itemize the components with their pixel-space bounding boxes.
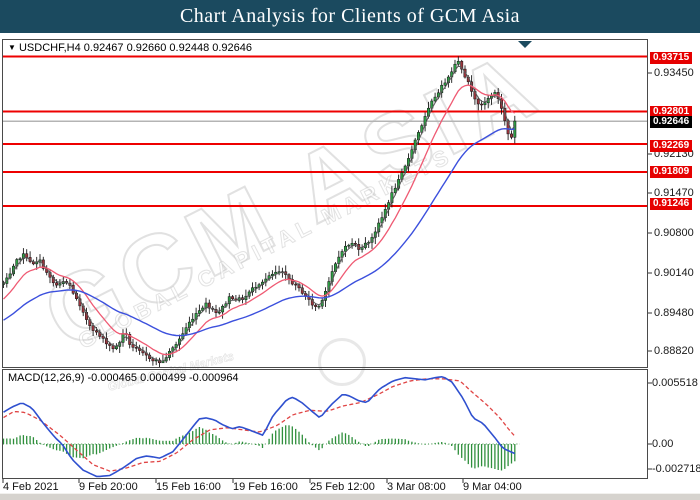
macd-label: MACD(12,26,9) -0.000465 0.000499 -0.0009… bbox=[8, 372, 239, 384]
time-axis-label: 3 Mar 08:00 bbox=[387, 481, 446, 493]
time-axis-label: 25 Feb 12:00 bbox=[310, 481, 375, 493]
macd-axis-label: 0.005518 bbox=[652, 377, 698, 389]
macd-axis-label: -0.002718 bbox=[652, 463, 700, 475]
time-axis-label: 4 Feb 2021 bbox=[3, 481, 59, 493]
price-axis-label: 0.90140 bbox=[654, 267, 694, 279]
time-axis-label: 9 Feb 20:00 bbox=[79, 481, 138, 493]
ohlc-values: 0.92467 0.92660 0.92448 0.92646 bbox=[83, 42, 252, 54]
level-price-tag: 0.93715 bbox=[650, 52, 693, 64]
title-bar: Chart Analysis for Clients of GCM Asia bbox=[0, 0, 700, 33]
status-strip bbox=[0, 493, 700, 500]
current-price-tag: 0.92646 bbox=[650, 116, 693, 128]
symbol-ohlc-header: ▼ USDCHF,H4 0.92467 0.92660 0.92448 0.92… bbox=[8, 42, 252, 54]
price-axis-label: 0.91470 bbox=[654, 187, 694, 199]
time-axis-label: 19 Feb 16:00 bbox=[233, 481, 298, 493]
watermark-circle-logo bbox=[318, 338, 366, 386]
macd-header: MACD(12,26,9) -0.000465 0.000499 -0.0009… bbox=[8, 372, 239, 384]
symbol-dropdown-icon[interactable]: ▼ bbox=[8, 43, 16, 52]
page-title: Chart Analysis for Clients of GCM Asia bbox=[179, 5, 521, 27]
price-axis-label: 0.89480 bbox=[654, 307, 694, 319]
time-axis-label: 9 Mar 04:00 bbox=[463, 481, 522, 493]
level-price-tag: 0.91246 bbox=[650, 198, 693, 210]
price-axis-label: 0.90800 bbox=[654, 227, 694, 239]
time-axis-label: 15 Feb 16:00 bbox=[156, 481, 221, 493]
symbol-period-label: USDCHF,H4 bbox=[18, 42, 81, 54]
price-axis-label: 0.93450 bbox=[654, 67, 694, 79]
level-price-tag: 0.91809 bbox=[650, 166, 693, 178]
level-price-tag: 0.92801 bbox=[650, 106, 693, 118]
price-axis-label: 0.88820 bbox=[654, 345, 694, 357]
level-price-tag: 0.92269 bbox=[650, 140, 693, 152]
chart-shift-marker-icon[interactable] bbox=[518, 41, 532, 48]
macd-axis-label: 0.00 bbox=[652, 438, 674, 450]
